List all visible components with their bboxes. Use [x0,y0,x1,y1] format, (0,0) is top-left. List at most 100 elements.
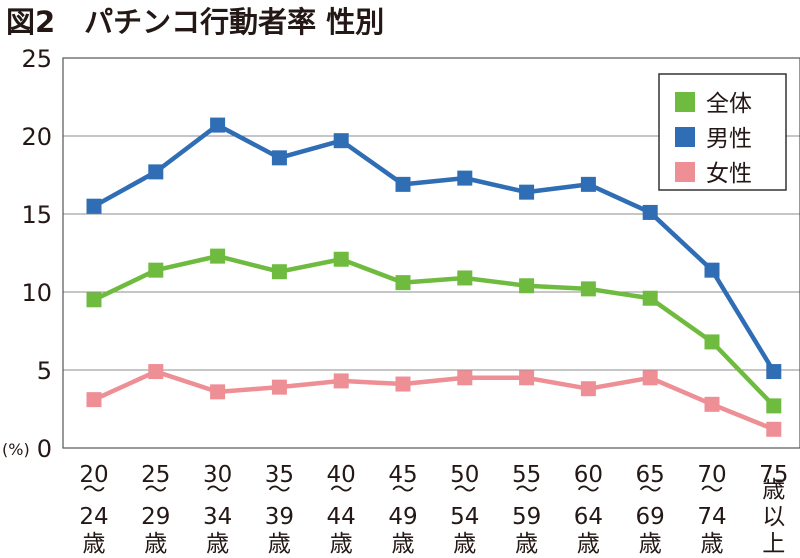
data-point [519,278,535,294]
data-point [148,164,164,180]
x-tick-label: 59 [512,504,541,530]
data-point [457,170,473,186]
legend-swatch [675,162,695,182]
data-point [457,270,473,286]
data-point [148,364,164,380]
x-tick-label: 〜 [206,477,229,503]
x-tick-label: 20 [79,462,108,488]
x-tick-label: 64 [574,504,603,530]
data-point [395,275,411,291]
series-2 [86,117,782,380]
x-tick-label: 75 [759,462,788,488]
x-tick-label: 〜 [701,477,724,503]
x-tick-label: 〜 [83,477,106,503]
legend-label: 全体 [706,91,752,117]
x-tick-label: 35 [265,462,294,488]
x-tick-label: 〜 [639,477,662,503]
x-tick-label: 34 [203,504,232,530]
y-tick-labels: 0 5 10 15 20 25 [21,45,52,463]
x-tick-label: 歳 [515,531,538,557]
x-tick-label: 50 [450,462,479,488]
x-tick-label: 65 [636,462,665,488]
y-tick-label: 5 [37,357,52,385]
x-tick-label: 74 [697,504,726,530]
legend-swatch [675,92,695,112]
x-tick-label: 歳 [701,531,724,557]
x-tick-label: 〜 [453,477,476,503]
data-point [395,376,411,392]
x-tick-label: 〜 [330,477,353,503]
y-tick-label: 0 [37,435,52,463]
data-point [642,204,658,220]
x-tick-label: 29 [141,504,170,530]
series-lines [86,117,782,437]
data-point [766,398,782,414]
data-point [210,117,226,133]
data-point [210,384,226,400]
x-tick-label: 歳 [639,531,662,557]
x-tick-label: 〜 [144,477,167,503]
x-tick-label: 歳 [268,531,291,557]
data-point [704,396,720,412]
x-tick-label: 歳 [330,531,353,557]
data-point [519,370,535,386]
data-point [86,392,102,408]
legend-label: 女性 [706,161,752,187]
data-point [580,281,596,297]
x-tick-label: 〜 [268,477,291,503]
x-tick-labels: 20〜24歳25〜29歳30〜34歳35〜39歳40〜44歳45〜49歳50〜5… [79,462,788,557]
data-point [519,184,535,200]
y-tick-label: 10 [21,279,52,307]
x-tick-label: 39 [265,504,294,530]
x-tick-label: 〜 [577,477,600,503]
data-point [766,364,782,380]
x-tick-label: 24 [79,504,108,530]
data-point [271,264,287,280]
chart-title: 図2 パチンコ行動者率 性別 [6,5,384,39]
data-point [333,251,349,267]
data-point [210,248,226,264]
x-tick-label: 歳 [577,531,600,557]
y-axis-unit: (%) [2,440,30,459]
x-tick-label: 歳 [392,531,415,557]
legend-swatch [675,127,695,147]
x-tick-label: 49 [388,504,417,530]
x-tick-label: 70 [697,462,726,488]
data-point [766,421,782,437]
data-point [271,379,287,395]
x-tick-label: 〜 [515,477,538,503]
data-point [271,150,287,166]
data-point [148,262,164,278]
x-tick-label: 30 [203,462,232,488]
data-point [580,176,596,192]
x-tick-label: 60 [574,462,603,488]
x-tick-label: 55 [512,462,541,488]
y-tick-label: 25 [21,45,52,73]
x-tick-label: 歳 [206,531,229,557]
data-point [395,176,411,192]
data-point [704,334,720,350]
y-tick-label: 15 [21,201,52,229]
data-point [333,373,349,389]
x-tick-label: 歳 [144,531,167,557]
x-tick-label: 25 [141,462,170,488]
plot-frame [62,57,800,449]
series-3 [86,364,782,437]
x-tick-label: 歳 [762,477,785,503]
x-tick-label: 上 [762,531,785,557]
x-tick-label: 〜 [392,477,415,503]
x-tick-label: 歳 [83,531,106,557]
legend-label: 男性 [706,126,752,152]
series-line [93,253,776,408]
x-tick-label: 54 [450,504,479,530]
x-tick-label: 以 [762,504,785,530]
data-point [704,262,720,278]
data-point [86,198,102,214]
x-tick-label: 45 [388,462,417,488]
data-point [457,370,473,386]
data-point [642,290,658,306]
y-tick-label: 20 [21,123,52,151]
series-line [93,369,775,432]
